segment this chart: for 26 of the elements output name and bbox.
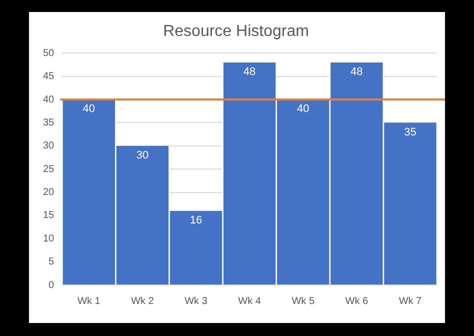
y-tick-label: 30 — [43, 140, 55, 152]
y-tick-label: 40 — [43, 94, 55, 106]
x-tick-label: Wk 7 — [398, 296, 422, 307]
data-label: 16 — [190, 214, 202, 226]
data-label: 48 — [243, 66, 256, 78]
y-tick-label: 20 — [43, 187, 55, 198]
x-tick-label: Wk 6 — [345, 296, 368, 307]
x-tick-label: Wk 4 — [238, 296, 262, 307]
data-label: 30 — [136, 149, 149, 162]
y-tick-label: 25 — [43, 164, 55, 175]
data-label: 40 — [82, 103, 96, 116]
x-tick-label: Wk 5 — [292, 296, 315, 307]
x-tick-label: Wk 3 — [184, 296, 208, 307]
x-tick-label: Wk 1 — [78, 296, 101, 307]
y-tick-label: 35 — [43, 117, 55, 128]
chart-title: Resource Histogram — [163, 23, 309, 40]
data-label: 40 — [296, 103, 310, 116]
y-tick-label: 5 — [48, 256, 55, 268]
data-label: 48 — [350, 66, 363, 78]
y-tick-label: 10 — [43, 233, 55, 244]
y-tick-label: 15 — [43, 210, 55, 222]
x-tick-label: Wk 2 — [131, 296, 154, 307]
y-tick-label: 50 — [43, 48, 55, 59]
data-label: 35 — [404, 126, 416, 138]
y-tick-label: 0 — [48, 280, 55, 291]
y-tick-label: 45 — [43, 71, 55, 82]
